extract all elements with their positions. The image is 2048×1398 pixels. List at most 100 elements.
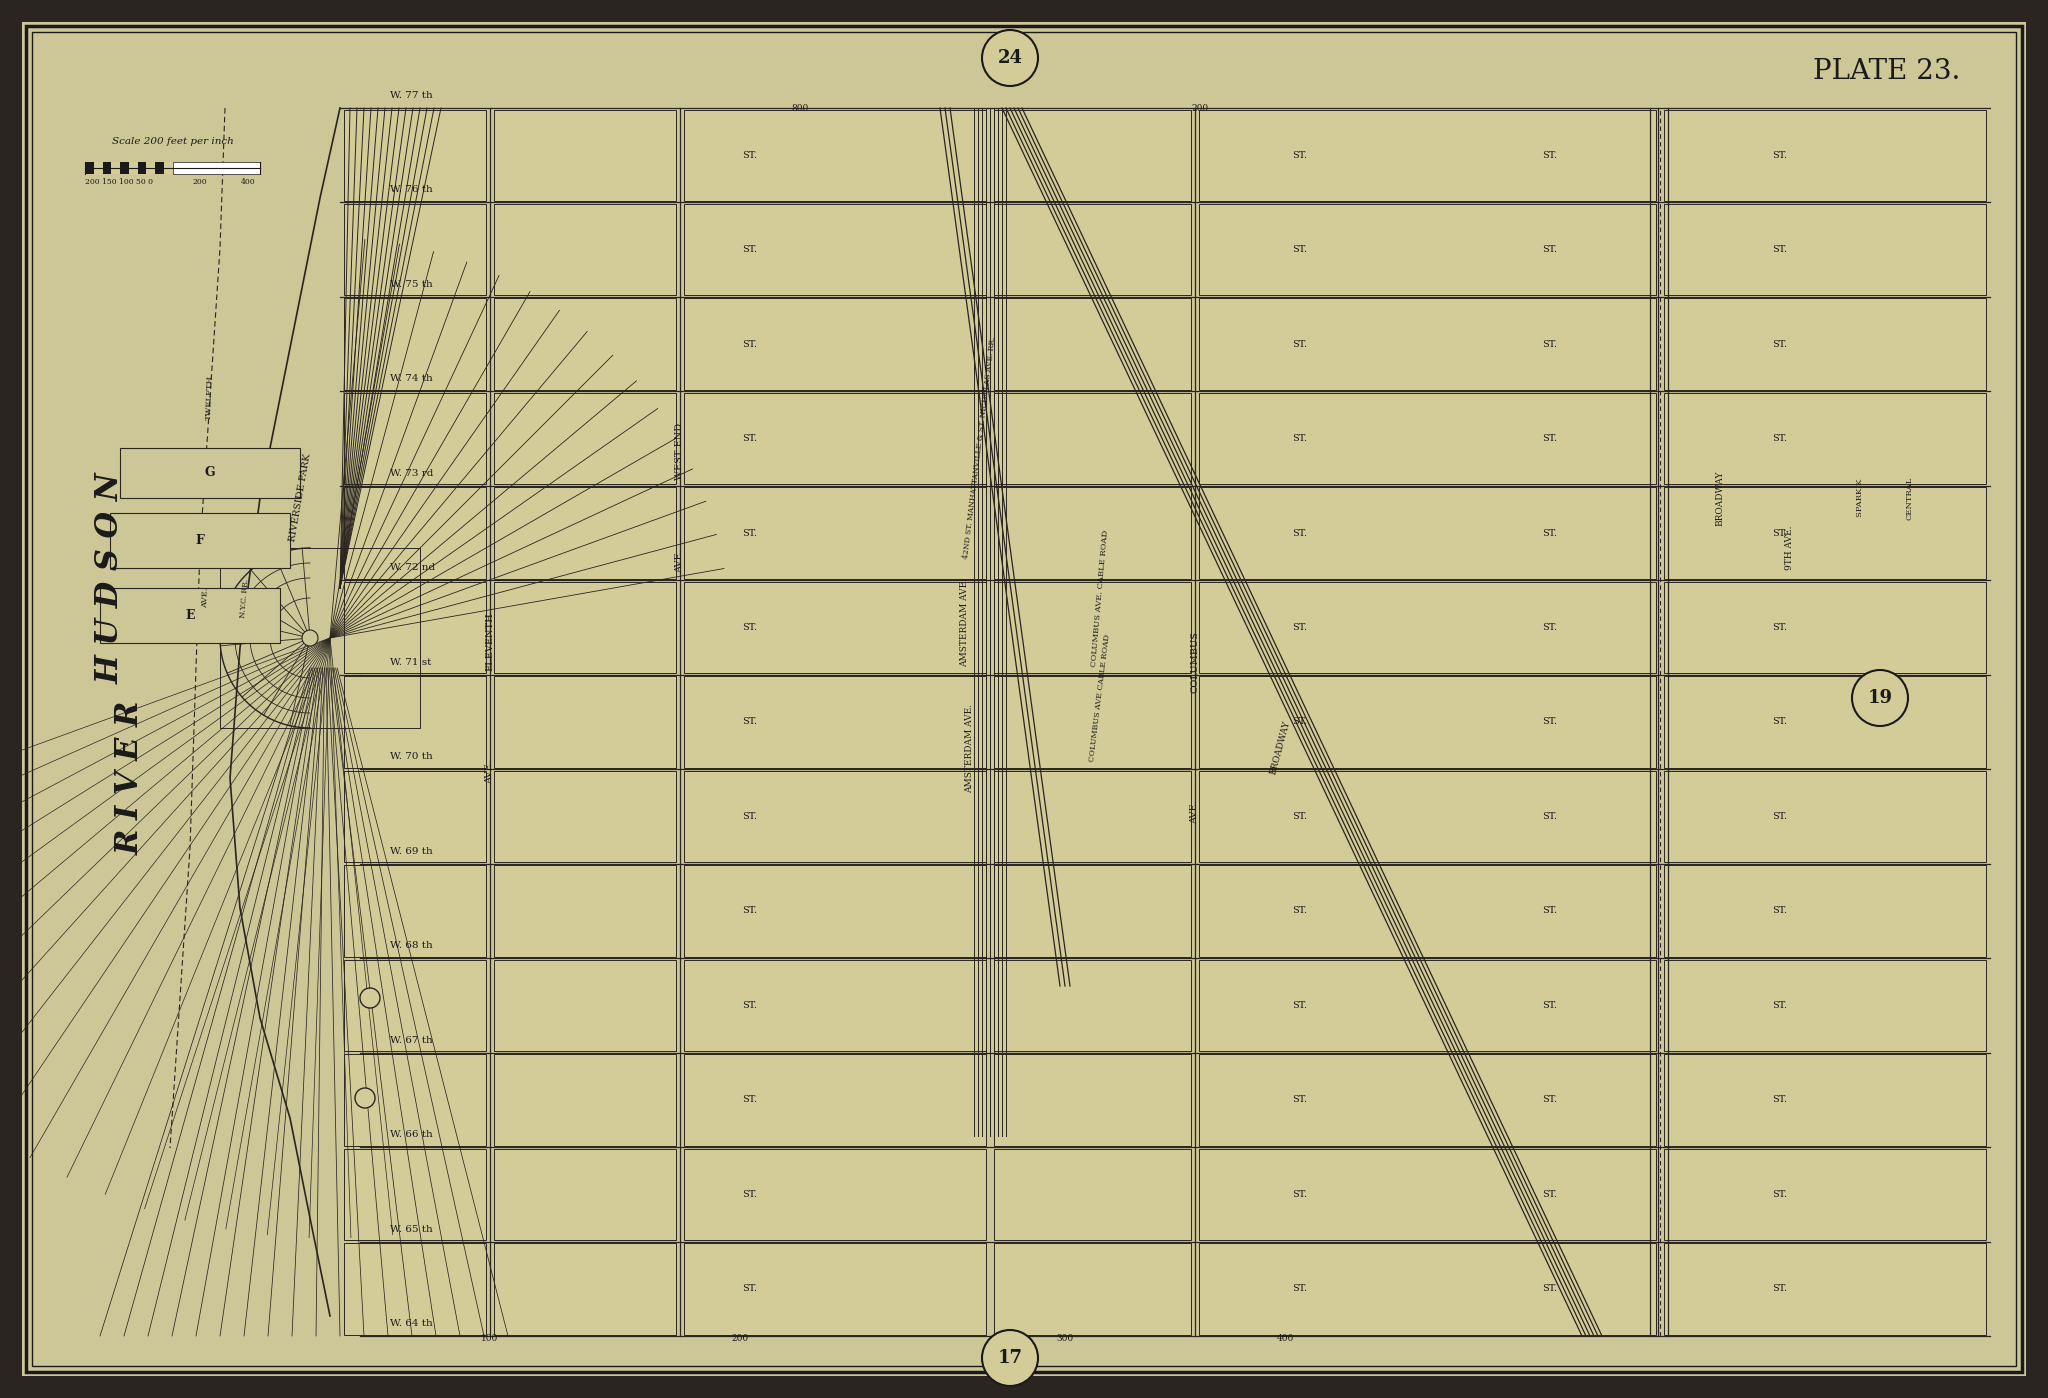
- Text: ST.: ST.: [1542, 1285, 1559, 1293]
- Bar: [1663, 770, 1987, 863]
- Text: ST.: ST.: [1292, 151, 1307, 159]
- Text: R I V E R: R I V E R: [115, 700, 145, 856]
- Text: RIVERSIDE PARK: RIVERSIDE PARK: [289, 453, 311, 542]
- Bar: [1198, 770, 1657, 863]
- Text: 9TH AVE.: 9TH AVE.: [1786, 526, 1794, 570]
- Text: W. 70 th: W. 70 th: [389, 752, 432, 762]
- Text: TWELFTH: TWELFTH: [205, 376, 215, 421]
- Bar: [494, 488, 676, 579]
- Bar: [494, 959, 676, 1051]
- Bar: [684, 204, 985, 295]
- Bar: [94, 162, 102, 173]
- Text: WEST END: WEST END: [676, 424, 684, 480]
- Text: ST.: ST.: [743, 812, 758, 821]
- Text: ST.: ST.: [1772, 1096, 1788, 1104]
- Bar: [494, 204, 676, 295]
- Text: ST.: ST.: [1542, 1096, 1559, 1104]
- Text: 19: 19: [1868, 689, 1892, 707]
- Text: ST.: ST.: [743, 245, 758, 254]
- Bar: [993, 865, 1192, 956]
- Text: AVE.: AVE.: [485, 761, 494, 784]
- Bar: [344, 770, 485, 863]
- Text: W. 69 th: W. 69 th: [389, 847, 432, 856]
- Bar: [344, 582, 485, 674]
- Text: 17: 17: [997, 1349, 1022, 1367]
- Text: ST.: ST.: [1542, 812, 1559, 821]
- Text: SPARK K: SPARK K: [1855, 478, 1864, 517]
- Text: ST.: ST.: [743, 717, 758, 727]
- Text: 200 150 100 50 0: 200 150 100 50 0: [86, 178, 154, 186]
- Bar: [494, 770, 676, 863]
- Text: ST.: ST.: [1292, 1001, 1307, 1009]
- Bar: [344, 109, 485, 201]
- Bar: [1198, 204, 1657, 295]
- Text: COLUMBUS AVE. CABLE ROAD: COLUMBUS AVE. CABLE ROAD: [1090, 530, 1110, 667]
- Text: Scale 200 feet per inch: Scale 200 feet per inch: [113, 137, 233, 145]
- Text: E: E: [184, 610, 195, 622]
- Text: W. 66 th: W. 66 th: [389, 1130, 432, 1139]
- Text: ST.: ST.: [1542, 1190, 1559, 1199]
- Text: ST.: ST.: [743, 906, 758, 916]
- Text: W. 71 st: W. 71 st: [389, 658, 432, 667]
- Bar: [1198, 1243, 1657, 1335]
- Bar: [684, 298, 985, 390]
- Bar: [111, 162, 121, 173]
- Bar: [1663, 298, 1987, 390]
- Bar: [993, 109, 1192, 201]
- Text: G: G: [205, 467, 215, 480]
- Bar: [1198, 109, 1657, 201]
- Text: ST.: ST.: [1292, 717, 1307, 727]
- Bar: [684, 770, 985, 863]
- Circle shape: [301, 630, 317, 646]
- Bar: [86, 162, 94, 173]
- Text: ST.: ST.: [1772, 812, 1788, 821]
- Text: ST.: ST.: [1292, 624, 1307, 632]
- Bar: [494, 677, 676, 768]
- Text: ST.: ST.: [743, 1001, 758, 1009]
- Text: CENTRAL: CENTRAL: [1907, 477, 1915, 520]
- Text: ST.: ST.: [1292, 435, 1307, 443]
- Text: ST.: ST.: [743, 528, 758, 538]
- Text: ST.: ST.: [1772, 1285, 1788, 1293]
- Bar: [494, 582, 676, 674]
- Text: ST.: ST.: [1542, 1001, 1559, 1009]
- Bar: [344, 1149, 485, 1240]
- Bar: [145, 162, 156, 173]
- Bar: [129, 162, 137, 173]
- Text: BROADWAY: BROADWAY: [1268, 720, 1292, 776]
- Bar: [1663, 677, 1987, 768]
- Bar: [993, 204, 1192, 295]
- Text: ELEVENTH: ELEVENTH: [485, 612, 494, 671]
- Bar: [1663, 959, 1987, 1051]
- Bar: [1663, 865, 1987, 956]
- Text: BROADWAY: BROADWAY: [1716, 470, 1724, 526]
- Bar: [344, 1243, 485, 1335]
- Text: N.Y.C. RR.: N.Y.C. RR.: [240, 579, 250, 618]
- Text: ST.: ST.: [1292, 906, 1307, 916]
- Bar: [494, 865, 676, 956]
- Bar: [684, 865, 985, 956]
- Bar: [684, 109, 985, 201]
- Bar: [1663, 582, 1987, 674]
- Bar: [344, 959, 485, 1051]
- Bar: [993, 1243, 1192, 1335]
- Bar: [494, 393, 676, 484]
- Bar: [684, 1149, 985, 1240]
- Bar: [494, 109, 676, 201]
- Text: AVE.: AVE.: [201, 587, 209, 608]
- Bar: [1198, 582, 1657, 674]
- Text: ST.: ST.: [1292, 1285, 1307, 1293]
- Bar: [219, 548, 420, 728]
- Bar: [164, 162, 172, 173]
- Circle shape: [1851, 670, 1909, 726]
- Bar: [137, 162, 145, 173]
- Bar: [684, 959, 985, 1051]
- Text: ST.: ST.: [1292, 245, 1307, 254]
- Text: W. 75 th: W. 75 th: [389, 280, 432, 289]
- FancyBboxPatch shape: [121, 447, 299, 498]
- Bar: [1663, 488, 1987, 579]
- Text: ST.: ST.: [1772, 1001, 1788, 1009]
- Text: ST.: ST.: [1542, 245, 1559, 254]
- Text: COLUMBUS AVE CABLE ROAD: COLUMBUS AVE CABLE ROAD: [1087, 633, 1112, 762]
- Text: W. 67 th: W. 67 th: [389, 1036, 432, 1044]
